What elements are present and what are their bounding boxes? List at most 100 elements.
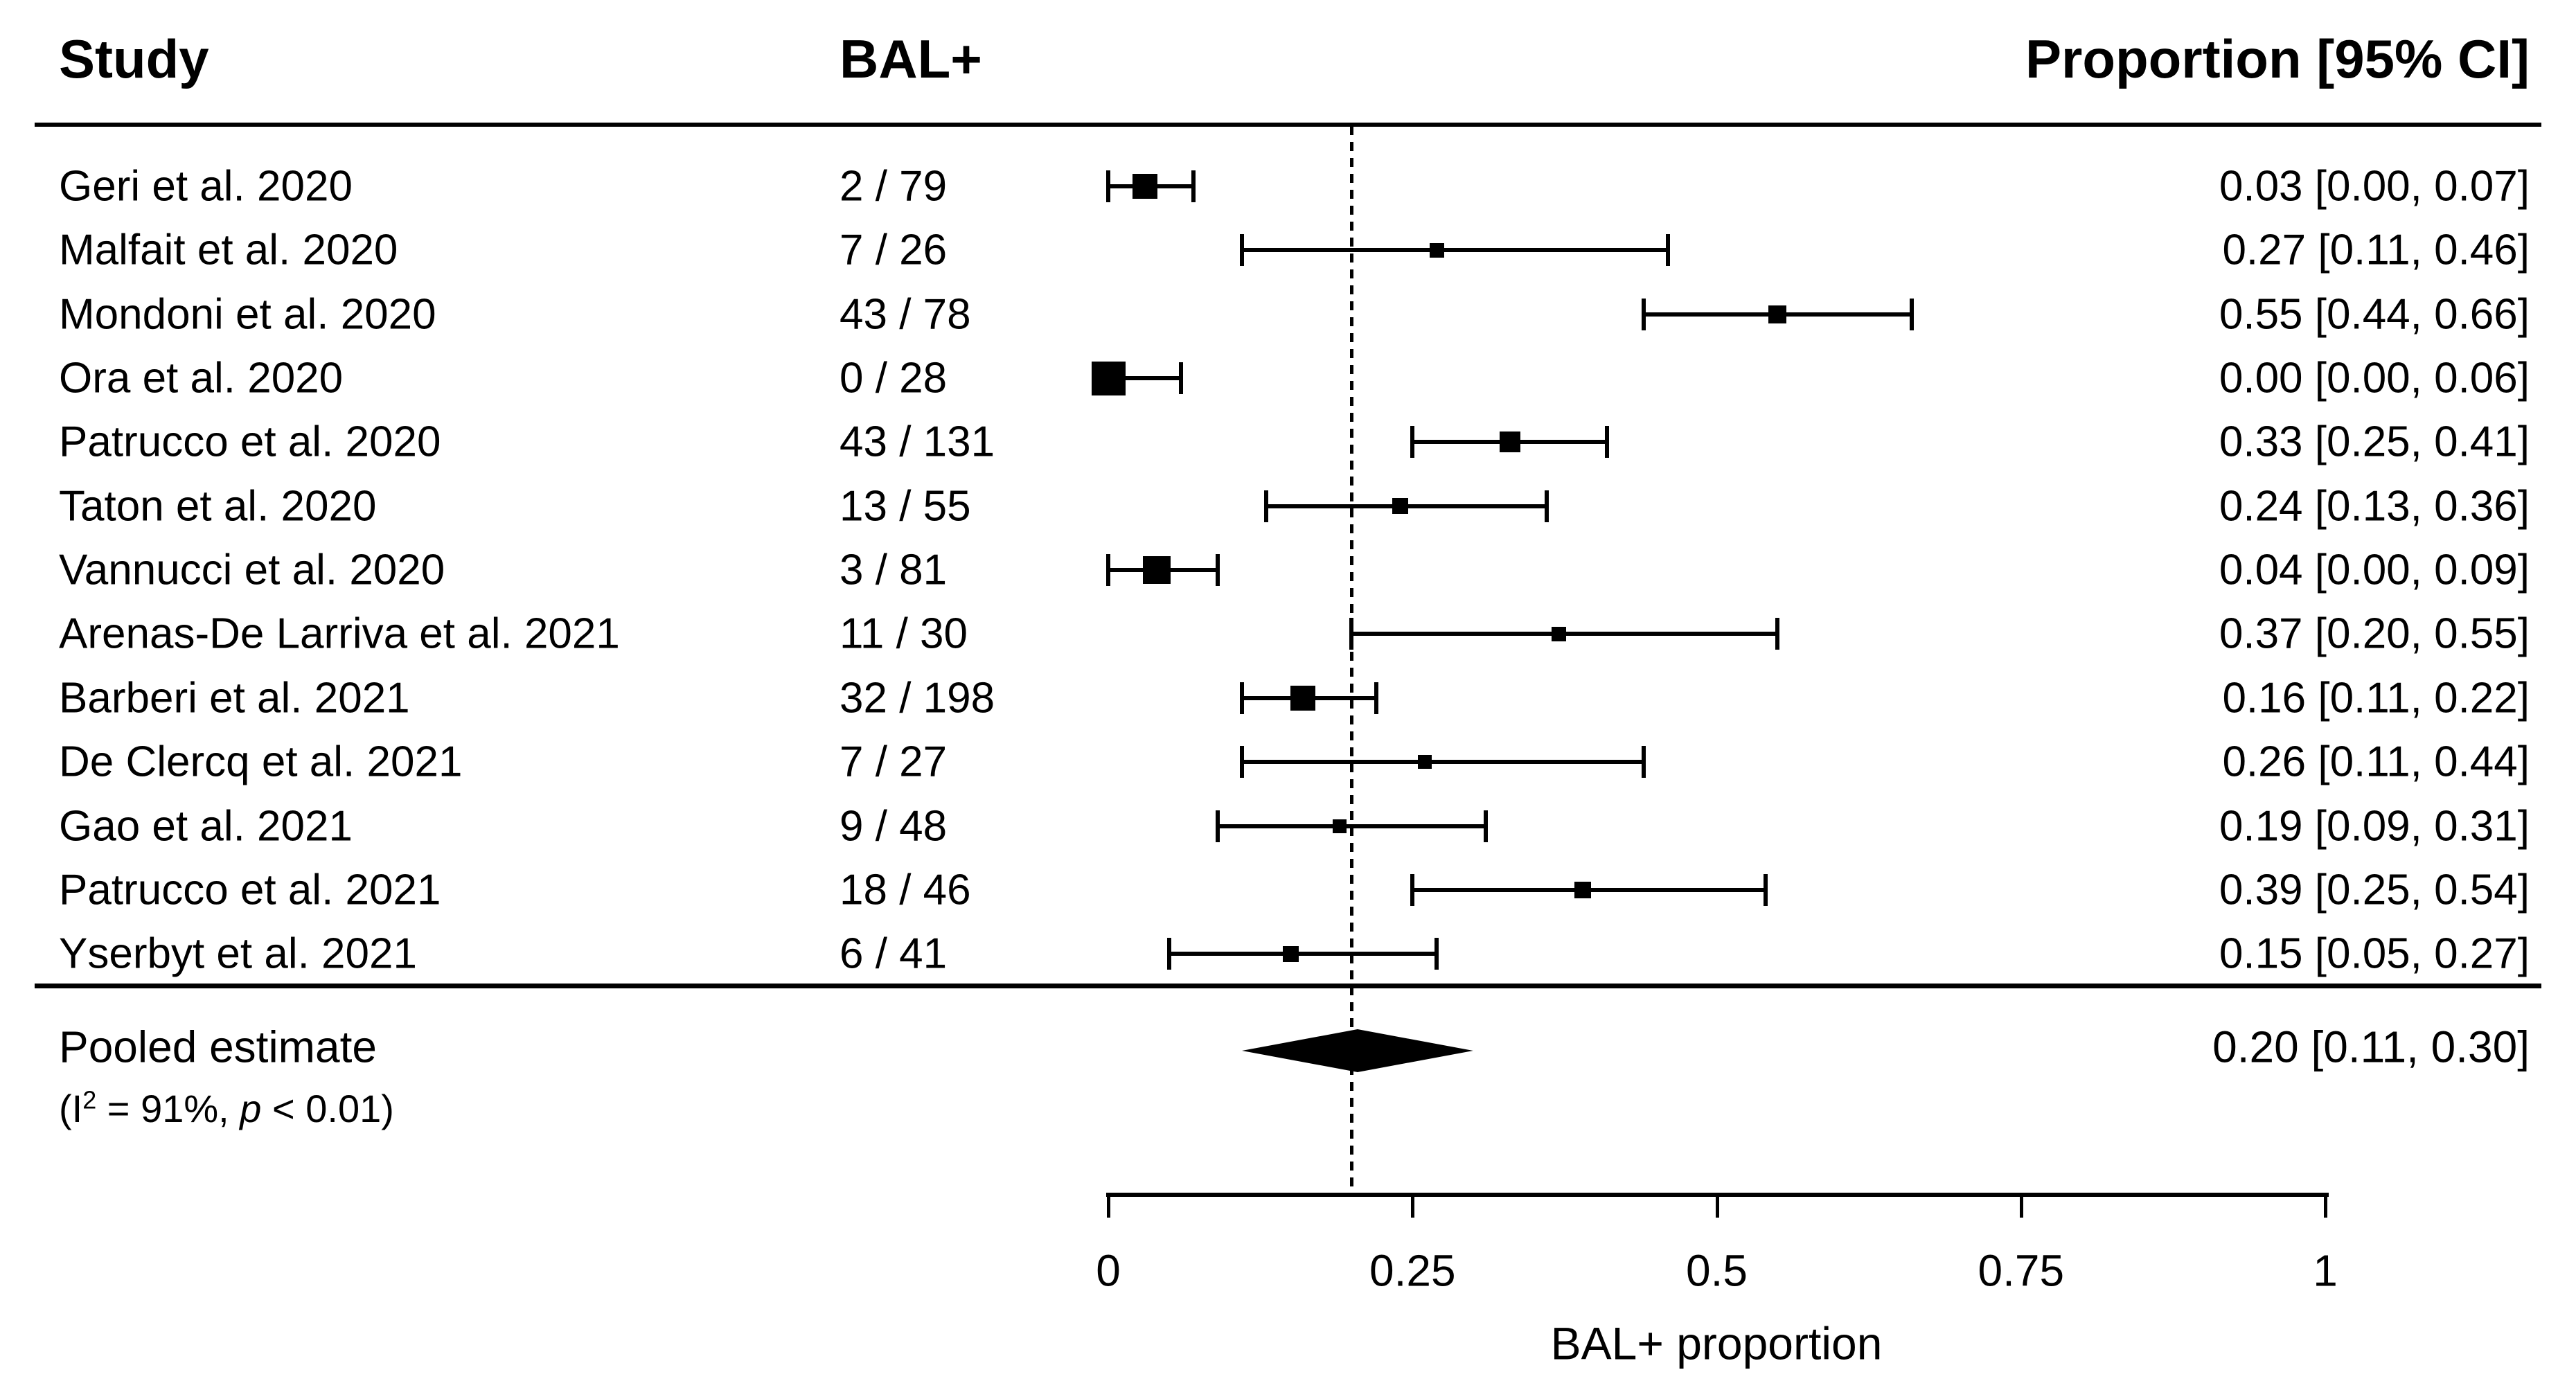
study-name: Patrucco et al. 2020 [59,418,441,466]
bal-count: 3 / 81 [840,546,948,594]
study-name: Barberi et al. 2021 [59,674,410,722]
x-axis-tick-label: 0 [1096,1245,1121,1296]
pooled-diamond [1242,1029,1474,1072]
proportion-ci-text: 0.16 [0.11, 0.22] [2222,674,2530,722]
ci-cap-low [1106,554,1110,587]
study-name: Patrucco et al. 2021 [59,866,441,914]
ci-cap-low [1410,426,1415,459]
column-header-bal: BAL+ [840,28,982,90]
study-name: Taton et al. 2020 [59,482,377,531]
study-weight-square [1574,881,1592,898]
study-name: Mondoni et al. 2020 [59,290,436,339]
ci-cap-high [1666,234,1671,267]
proportion-ci-text: 0.03 [0.00, 0.07] [2219,162,2530,211]
x-axis-tick-label: 0.25 [1369,1245,1456,1296]
proportion-ci-text: 0.33 [0.25, 0.41] [2219,418,2530,466]
study-name: Malfait et al. 2020 [59,226,398,274]
bal-count: 11 / 30 [840,610,968,658]
proportion-ci-text: 0.04 [0.00, 0.09] [2219,546,2530,594]
ci-cap-high [1544,490,1549,522]
x-axis-tick-label: 0.5 [1686,1245,1748,1296]
study-weight-square [1091,361,1126,395]
study-name: Geri et al. 2020 [59,162,353,211]
bal-count: 7 / 27 [840,738,948,786]
pooled-diamond-shape [1242,1029,1474,1072]
ci-whisker-line [1169,952,1437,957]
proportion-ci-text: 0.00 [0.00, 0.06] [2219,354,2530,402]
x-axis-tick-label: 0.75 [1978,1245,2065,1296]
bal-count: 7 / 26 [840,226,948,274]
study-weight-square [1290,685,1316,711]
ci-cap-low [1410,873,1415,906]
proportion-ci-text: 0.39 [0.25, 0.54] [2219,866,2530,914]
ci-whisker-line [1242,760,1644,765]
ci-cap-low [1642,298,1646,330]
het-superscript-2: 2 [82,1085,97,1114]
x-axis-tick [1107,1193,1110,1218]
ci-cap-high [1642,746,1646,778]
bal-count: 43 / 131 [840,418,995,466]
het-open: (I [59,1086,83,1130]
bal-count: 13 / 55 [840,482,971,531]
study-name: Yserbyt et al. 2021 [59,929,417,978]
study-weight-square [1551,626,1566,641]
ci-cap-high [1909,298,1914,330]
ci-cap-high [1374,682,1378,714]
ci-cap-low [1216,810,1220,842]
ci-cap-low [1240,746,1245,778]
study-name: Gao et al. 2021 [59,801,353,850]
ci-cap-high [1775,618,1780,650]
x-axis-title: BAL+ proportion [1550,1317,1883,1369]
bal-count: 6 / 41 [840,929,948,978]
proportion-ci-text: 0.26 [0.11, 0.44] [2222,738,2530,786]
ci-cap-high [1605,426,1610,459]
x-axis-tick [2324,1193,2327,1218]
ci-cap-low [1106,170,1110,202]
reference-line-dotted [1349,126,1353,1193]
het-mid: = 91%, [96,1086,240,1130]
ci-cap-high [1191,170,1196,202]
proportion-ci-text: 0.15 [0.05, 0.27] [2219,929,2530,978]
study-name: De Clercq et al. 2021 [59,738,463,786]
column-header-proportion-ci: Proportion [95% CI] [2025,28,2530,90]
study-weight-square [1283,945,1299,962]
proportion-ci-text: 0.37 [0.20, 0.55] [2219,610,2530,658]
ci-cap-high [1216,554,1220,587]
bal-count: 0 / 28 [840,354,948,402]
study-name: Ora et al. 2020 [59,354,344,402]
ci-whisker-line [1242,248,1669,253]
pooled-separator-rule [35,984,2541,988]
bal-count: 9 / 48 [840,801,948,850]
bal-count: 18 / 46 [840,866,971,914]
ci-cap-high [1179,362,1184,395]
proportion-ci-text: 0.55 [0.44, 0.66] [2219,290,2530,339]
bal-count: 43 / 78 [840,290,971,339]
x-axis-tick [2019,1193,2023,1218]
ci-cap-high [1483,810,1488,842]
ci-whisker-line [1108,376,1182,381]
study-weight-square [1417,755,1432,769]
ci-cap-low [1240,682,1245,714]
ci-cap-low [1240,234,1245,267]
ci-whisker-line [1218,824,1486,828]
bal-count: 32 / 198 [840,674,995,722]
pooled-ci-text: 0.20 [0.11, 0.30] [2212,1022,2530,1072]
x-axis-tick-label: 1 [2313,1245,2338,1296]
het-p-symbol: p [240,1086,262,1130]
pooled-estimate-label: Pooled estimate [59,1022,377,1072]
bal-count: 2 / 79 [840,162,948,211]
study-weight-square [1392,498,1409,515]
study-weight-square [1768,305,1787,323]
ci-cap-high [1434,938,1439,970]
study-weight-square [1429,242,1444,258]
heterogeneity-note: (I2 = 91%, p < 0.01) [59,1087,394,1129]
study-name: Vannucci et al. 2020 [59,546,445,594]
het-close: < 0.01) [261,1086,394,1130]
column-header-study: Study [59,28,209,90]
study-weight-square [1143,556,1171,585]
ci-cap-low [1264,490,1269,522]
proportion-ci-text: 0.27 [0.11, 0.46] [2222,226,2530,274]
header-rule [35,123,2541,127]
study-weight-square [1332,819,1347,833]
